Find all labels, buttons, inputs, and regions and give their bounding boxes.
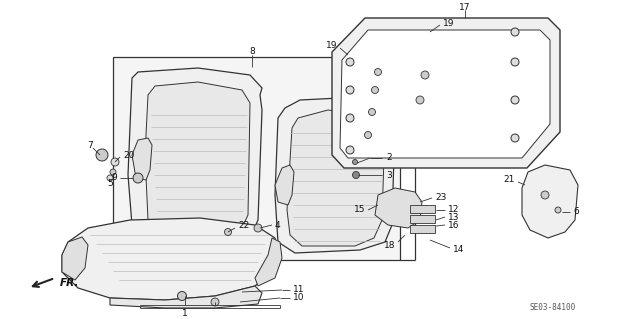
Circle shape (346, 114, 354, 122)
Polygon shape (145, 82, 250, 242)
Text: 16: 16 (448, 220, 460, 229)
Text: 4: 4 (275, 220, 280, 229)
Text: 18: 18 (383, 241, 395, 249)
Polygon shape (410, 215, 435, 223)
Polygon shape (110, 286, 262, 308)
Polygon shape (113, 57, 400, 260)
Polygon shape (375, 188, 422, 228)
Text: 7: 7 (87, 140, 93, 150)
Circle shape (369, 108, 376, 115)
Polygon shape (340, 30, 550, 158)
Circle shape (346, 146, 354, 154)
Text: 1: 1 (182, 309, 188, 318)
Circle shape (371, 86, 378, 93)
Circle shape (107, 175, 113, 181)
Text: 5: 5 (107, 179, 113, 188)
Circle shape (133, 173, 143, 183)
Polygon shape (62, 218, 278, 300)
Text: FR.: FR. (60, 278, 79, 288)
Circle shape (254, 224, 262, 232)
Polygon shape (275, 97, 395, 253)
Circle shape (353, 160, 358, 165)
Circle shape (353, 172, 360, 179)
Text: 15: 15 (353, 205, 365, 214)
Text: 22: 22 (238, 221, 249, 231)
Circle shape (211, 298, 219, 306)
Text: 6: 6 (573, 207, 579, 217)
Circle shape (511, 96, 519, 104)
Text: 20: 20 (123, 151, 134, 160)
Text: 21: 21 (504, 175, 515, 184)
Circle shape (421, 71, 429, 79)
Polygon shape (62, 237, 88, 280)
Text: 10: 10 (293, 293, 305, 302)
Text: 14: 14 (453, 246, 465, 255)
Text: 8: 8 (249, 48, 255, 56)
Polygon shape (275, 165, 294, 205)
Text: 13: 13 (448, 212, 460, 221)
Circle shape (511, 28, 519, 36)
Circle shape (96, 149, 108, 161)
Text: 3: 3 (386, 170, 392, 180)
Text: 12: 12 (448, 205, 460, 214)
Text: 11: 11 (293, 286, 305, 294)
Text: 19: 19 (326, 41, 337, 49)
Text: 9: 9 (111, 174, 117, 182)
Polygon shape (255, 238, 282, 286)
Circle shape (225, 228, 232, 235)
Polygon shape (522, 165, 578, 238)
Circle shape (511, 58, 519, 66)
Polygon shape (287, 110, 385, 246)
Text: 23: 23 (435, 192, 446, 202)
Text: SE03-84100: SE03-84100 (530, 303, 576, 313)
Polygon shape (410, 205, 435, 213)
Text: 2: 2 (386, 153, 392, 162)
Circle shape (346, 86, 354, 94)
Circle shape (110, 169, 116, 175)
Circle shape (111, 158, 119, 166)
Polygon shape (332, 18, 560, 168)
Polygon shape (128, 68, 262, 248)
Polygon shape (132, 138, 152, 180)
Circle shape (346, 58, 354, 66)
Circle shape (555, 207, 561, 213)
Circle shape (541, 191, 549, 199)
Circle shape (416, 96, 424, 104)
Polygon shape (410, 225, 435, 233)
Circle shape (511, 134, 519, 142)
Text: 17: 17 (460, 4, 471, 12)
Circle shape (374, 69, 381, 76)
Circle shape (177, 292, 186, 300)
Text: 19: 19 (443, 19, 454, 27)
Circle shape (365, 131, 371, 138)
